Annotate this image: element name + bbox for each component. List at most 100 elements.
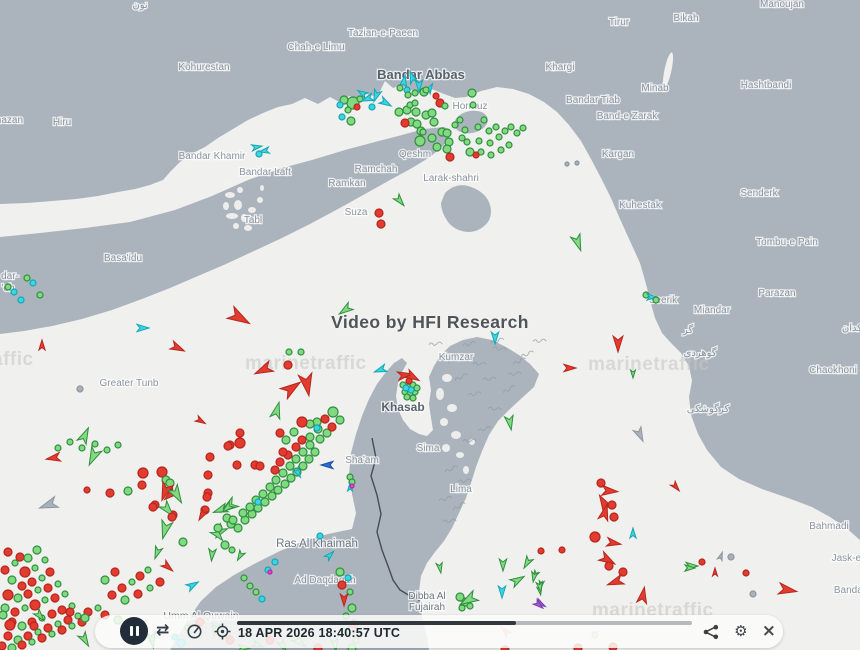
vessel-marker[interactable] — [273, 485, 283, 495]
vessel-marker[interactable] — [135, 323, 151, 333]
vessel-marker[interactable] — [254, 498, 262, 506]
vessel-marker[interactable] — [458, 604, 466, 612]
vessel-marker[interactable] — [607, 500, 617, 510]
vessel-marker[interactable] — [349, 483, 355, 489]
vessel-marker[interactable] — [57, 605, 67, 615]
vessel-marker[interactable] — [84, 444, 104, 467]
vessel-marker[interactable] — [146, 584, 154, 592]
vessel-marker[interactable] — [472, 151, 480, 159]
vessel-marker[interactable] — [316, 532, 324, 540]
vessel-marker[interactable] — [297, 348, 305, 356]
vessel-marker[interactable] — [422, 86, 430, 94]
vessel-marker[interactable] — [4, 283, 12, 291]
vessel-marker[interactable] — [465, 147, 475, 157]
vessel-marker[interactable] — [36, 291, 44, 299]
vessel-marker[interactable] — [402, 384, 410, 392]
vessel-marker[interactable] — [32, 545, 42, 555]
vessel-marker[interactable] — [255, 461, 265, 471]
vessel-marker[interactable] — [220, 499, 236, 514]
vessel-marker[interactable] — [467, 88, 477, 98]
vessel-marker[interactable] — [414, 78, 424, 94]
vessel-marker[interactable] — [289, 427, 299, 437]
vessel-marker[interactable] — [605, 573, 626, 590]
vessel-marker[interactable] — [105, 488, 115, 498]
vessel-marker[interactable] — [346, 116, 356, 126]
vessel-marker[interactable] — [278, 377, 303, 401]
vessel-marker[interactable] — [2, 589, 14, 601]
vessel-marker[interactable] — [233, 523, 243, 533]
vessel-marker[interactable] — [353, 103, 361, 111]
vessel-marker[interactable] — [534, 579, 544, 594]
vessel-marker[interactable] — [37, 338, 47, 352]
vessel-marker[interactable] — [313, 424, 321, 432]
vessel-marker[interactable] — [377, 95, 393, 109]
vessel-marker[interactable] — [490, 330, 500, 346]
vessel-marker[interactable] — [220, 540, 230, 550]
vessel-marker[interactable] — [569, 232, 586, 253]
vessel-marker[interactable] — [558, 546, 566, 554]
vessel-marker[interactable] — [41, 556, 49, 564]
vessel-marker[interactable] — [347, 603, 357, 613]
vessel-marker[interactable] — [442, 144, 452, 154]
vessel-marker[interactable] — [455, 592, 465, 602]
vessel-marker[interactable] — [45, 567, 55, 577]
vessel-marker[interactable] — [29, 621, 39, 631]
vessel-marker[interactable] — [54, 444, 62, 452]
vessel-marker[interactable] — [668, 479, 681, 493]
vessel-marker[interactable] — [117, 583, 127, 593]
vessel-marker[interactable] — [409, 394, 417, 402]
vessel-marker[interactable] — [285, 348, 293, 356]
vessel-marker[interactable] — [3, 547, 13, 557]
vessel-marker[interactable] — [497, 584, 507, 600]
settings-gear-icon[interactable]: ⚙ — [734, 622, 748, 640]
vessel-marker[interactable] — [368, 103, 376, 111]
vessel-marker[interactable] — [13, 593, 23, 603]
vessel-marker[interactable] — [78, 444, 86, 452]
vessel-marker[interactable] — [83, 486, 91, 494]
vessel-marker[interactable] — [305, 440, 315, 450]
vessel-marker[interactable] — [260, 497, 270, 507]
vessel-marker[interactable] — [304, 454, 314, 464]
vessel-marker[interactable] — [492, 123, 500, 131]
vessel-marker[interactable] — [37, 633, 47, 643]
vessel-marker[interactable] — [466, 602, 474, 610]
vessel-marker[interactable] — [749, 590, 757, 598]
locate-crosshair-icon[interactable] — [214, 623, 231, 640]
vessel-marker[interactable] — [356, 88, 370, 100]
vessel-marker[interactable] — [339, 95, 349, 105]
vessel-marker[interactable] — [310, 447, 320, 457]
vessel-marker[interactable] — [10, 288, 18, 296]
close-icon[interactable]: × — [761, 621, 776, 641]
vessel-marker[interactable] — [123, 486, 133, 496]
vessel-marker[interactable] — [291, 454, 301, 464]
vessel-marker[interactable] — [298, 461, 308, 471]
vessel-marker[interactable] — [114, 441, 122, 449]
vessel-marker[interactable] — [178, 537, 188, 547]
vessel-marker[interactable] — [265, 482, 275, 492]
vessel-marker[interactable] — [255, 150, 263, 158]
vessel-marker[interactable] — [202, 492, 212, 502]
vessel-marker[interactable] — [168, 339, 186, 355]
vessel-marker[interactable] — [495, 133, 503, 141]
vessel-marker[interactable] — [252, 588, 260, 596]
vessel-marker[interactable] — [133, 589, 143, 599]
vessel-marker[interactable] — [394, 107, 404, 117]
vessel-marker[interactable] — [29, 599, 41, 611]
vessel-marker[interactable] — [110, 567, 120, 577]
vessel-marker[interactable] — [427, 133, 437, 143]
vessel-marker[interactable] — [370, 87, 383, 104]
vessel-marker[interactable] — [258, 595, 266, 603]
vessel-marker[interactable] — [234, 437, 246, 449]
vessel-marker[interactable] — [441, 102, 449, 110]
vessel-marker[interactable] — [451, 121, 459, 129]
vessel-marker[interactable] — [374, 208, 384, 218]
vessel-marker[interactable] — [359, 92, 376, 104]
vessel-marker[interactable] — [23, 589, 33, 599]
vessel-marker[interactable] — [34, 586, 42, 594]
vessel-marker[interactable] — [395, 370, 414, 382]
vessel-marker[interactable] — [223, 441, 233, 451]
vessel-marker[interactable] — [442, 128, 452, 138]
vessel-marker[interactable] — [205, 452, 215, 462]
vessel-marker[interactable] — [249, 143, 264, 153]
vessel-marker[interactable] — [335, 415, 345, 425]
